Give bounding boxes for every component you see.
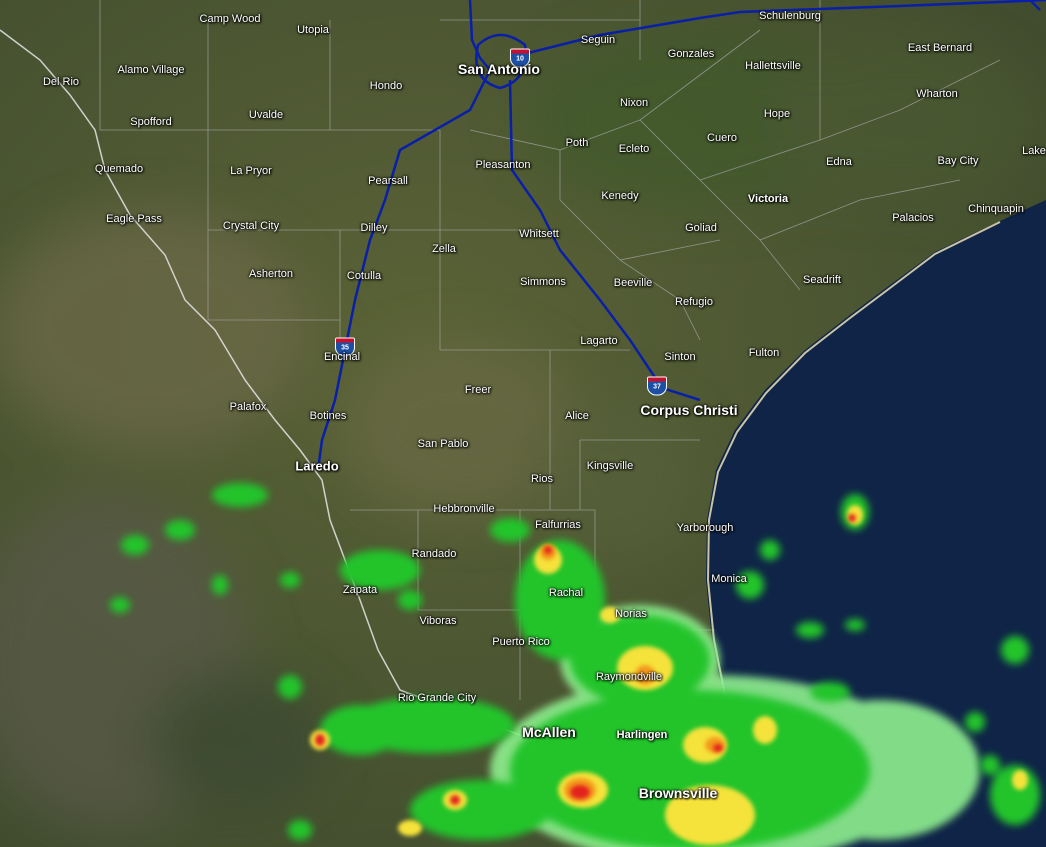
city-label[interactable]: Alice <box>565 410 589 422</box>
city-label[interactable]: Palacios <box>892 212 934 224</box>
city-label[interactable]: Hebbronville <box>433 503 495 515</box>
city-label[interactable]: Nixon <box>619 97 649 109</box>
city-label[interactable]: Rio Grande City <box>397 692 477 704</box>
city-label[interactable]: Seadrift <box>803 274 841 286</box>
city-label[interactable]: Cotulla <box>346 270 382 282</box>
city-label[interactable]: Harlingen <box>616 729 668 741</box>
city-label[interactable]: Refugio <box>675 296 713 308</box>
city-label[interactable]: Falfurrias <box>535 519 581 531</box>
city-label[interactable]: Puerto Rico <box>492 636 550 648</box>
city-label[interactable]: Edna <box>826 156 852 168</box>
city-label[interactable]: Kingsville <box>586 460 634 472</box>
interstate-37-shield: 37 <box>647 376 667 396</box>
city-label[interactable]: Eagle Pass <box>106 213 162 225</box>
city-label[interactable]: Camp Wood <box>199 13 261 25</box>
city-label[interactable]: Laredo <box>295 458 339 474</box>
city-label[interactable]: Yarborough <box>676 522 734 534</box>
city-label[interactable]: Pleasanton <box>475 159 531 171</box>
city-label[interactable]: Ecleto <box>618 143 650 155</box>
city-label[interactable]: Schulenburg <box>759 10 821 22</box>
city-label[interactable]: McAllen <box>522 724 576 740</box>
city-label[interactable]: Simmons <box>520 276 566 288</box>
city-label[interactable]: Palafox <box>229 401 267 413</box>
city-label[interactable]: Hondo <box>369 80 403 92</box>
city-label[interactable]: Asherton <box>248 268 294 280</box>
city-label[interactable]: Poth <box>565 137 589 149</box>
city-label[interactable]: Raymondville <box>595 671 663 683</box>
city-label[interactable]: East Bernard <box>907 42 973 54</box>
city-label[interactable]: Beeville <box>613 277 653 289</box>
city-label[interactable]: Hope <box>763 108 791 120</box>
city-label[interactable]: Lagarto <box>580 335 618 347</box>
city-label[interactable]: Goliad <box>685 222 717 234</box>
city-label[interactable]: Wharton <box>916 88 958 100</box>
city-label[interactable]: Brownsville <box>638 785 718 801</box>
city-label[interactable]: Alamo Village <box>117 64 185 76</box>
city-label[interactable]: Hallettsville <box>745 60 801 72</box>
city-label[interactable]: Pearsall <box>368 175 408 187</box>
city-label[interactable]: Whitsett <box>519 228 559 240</box>
city-label[interactable]: Randado <box>411 548 457 560</box>
city-label[interactable]: Corpus Christi <box>640 402 738 418</box>
city-label[interactable]: Zapata <box>342 584 378 596</box>
city-label[interactable]: La Pryor <box>230 165 272 177</box>
city-label[interactable]: Quemado <box>94 163 144 175</box>
city-label[interactable]: Crystal City <box>222 220 280 232</box>
city-label[interactable]: Victoria <box>747 193 789 205</box>
city-label[interactable]: Gonzales <box>667 48 715 60</box>
city-label[interactable]: Sinton <box>664 351 696 363</box>
city-label[interactable]: Utopia <box>297 24 329 36</box>
city-label[interactable]: Rios <box>530 473 554 485</box>
city-label[interactable]: San Pablo <box>417 438 469 450</box>
city-label[interactable]: Rachal <box>548 587 584 599</box>
city-label[interactable]: Bay City <box>937 155 979 167</box>
city-label[interactable]: Lake <box>1022 145 1046 157</box>
city-label[interactable]: Kenedy <box>601 190 639 202</box>
interstate-10-shield: 10 <box>510 48 530 68</box>
city-label[interactable]: Seguin <box>580 34 616 46</box>
city-label[interactable]: Chinquapin <box>968 203 1024 215</box>
city-label[interactable]: Viboras <box>419 615 457 627</box>
city-label[interactable]: Dilley <box>360 222 388 234</box>
city-label[interactable]: Monica <box>711 573 747 585</box>
city-label[interactable]: Fulton <box>748 347 780 359</box>
city-label[interactable]: Freer <box>464 384 492 396</box>
city-label[interactable]: Del Rio <box>42 76 80 88</box>
city-label[interactable]: Norias <box>615 608 647 620</box>
radar-overlay <box>110 483 1040 847</box>
city-label[interactable]: Botines <box>309 410 347 422</box>
city-label[interactable]: Encinal <box>323 351 361 363</box>
city-label[interactable]: Uvalde <box>248 109 284 121</box>
city-label[interactable]: Spofford <box>130 116 172 128</box>
city-label[interactable]: San Antonio <box>458 61 540 77</box>
interstate-35-shield: 35 <box>335 337 355 357</box>
city-label[interactable]: Zella <box>432 243 456 255</box>
city-label[interactable]: Cuero <box>707 132 737 144</box>
